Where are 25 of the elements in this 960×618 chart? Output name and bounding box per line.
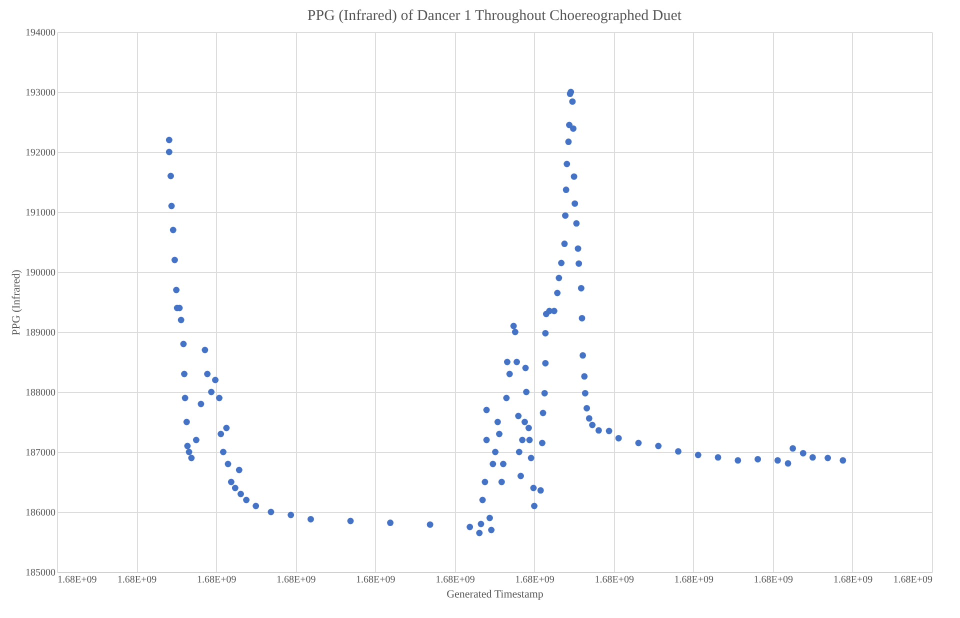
x-tick-label: 1.68E+09 xyxy=(515,574,554,586)
x-tick-label: 1.68E+09 xyxy=(893,574,932,586)
y-axis-title: PPG (Infrared) xyxy=(10,269,22,336)
x-tick-label: 1.68E+09 xyxy=(754,574,794,586)
y-tick-label: 186000 xyxy=(26,508,56,518)
x-tick-label: 1.68E+09 xyxy=(356,574,396,586)
y-tick-label: 191000 xyxy=(26,208,56,218)
x-tick-label: 1.68E+09 xyxy=(436,574,475,586)
y-tick-label: 194000 xyxy=(26,28,56,38)
y-tick-label: 188000 xyxy=(26,388,56,398)
x-tick-label: 1.68E+09 xyxy=(117,574,157,586)
x-tick-label: 1.68E+09 xyxy=(833,574,873,586)
y-tick-label: 185000 xyxy=(26,568,56,578)
x-tick-label: 1.68E+09 xyxy=(196,574,236,586)
x-tick-label: 1.68E+09 xyxy=(58,574,97,586)
x-tick-label: 1.68E+09 xyxy=(276,574,316,586)
y-tick-label: 189000 xyxy=(26,328,56,338)
y-tick-label: 193000 xyxy=(26,88,56,98)
x-axis-title: Generated Timestamp xyxy=(446,588,544,600)
chart-title: PPG (Infrared) of Dancer 1 Throughout Choereographed Duet xyxy=(307,8,682,24)
x-tick-label: 1.68E+09 xyxy=(594,574,634,586)
y-tick-label: 192000 xyxy=(26,148,56,158)
x-tick-label: 1.68E+09 xyxy=(674,574,714,586)
y-tick-label: 187000 xyxy=(26,448,56,458)
y-tick-label: 190000 xyxy=(26,268,56,278)
